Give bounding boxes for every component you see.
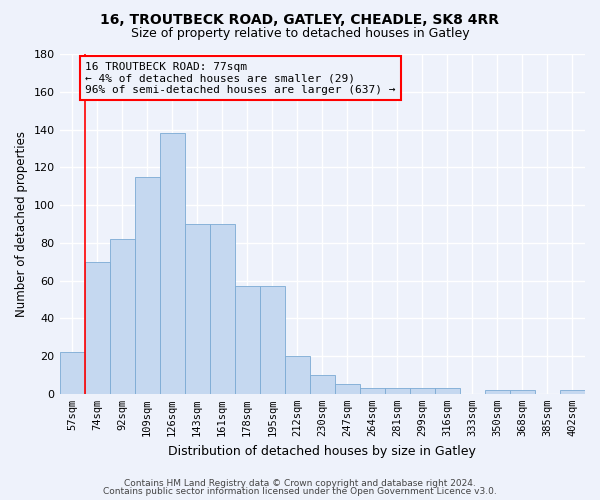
Bar — [235, 286, 260, 394]
Bar — [510, 390, 535, 394]
Bar — [260, 286, 285, 394]
Text: 16 TROUTBECK ROAD: 77sqm
← 4% of detached houses are smaller (29)
96% of semi-de: 16 TROUTBECK ROAD: 77sqm ← 4% of detache… — [85, 62, 395, 95]
Text: 16, TROUTBECK ROAD, GATLEY, CHEADLE, SK8 4RR: 16, TROUTBECK ROAD, GATLEY, CHEADLE, SK8… — [101, 12, 499, 26]
Bar — [185, 224, 209, 394]
Bar — [59, 352, 85, 394]
Bar — [435, 388, 460, 394]
Text: Size of property relative to detached houses in Gatley: Size of property relative to detached ho… — [131, 28, 469, 40]
Bar — [560, 390, 585, 394]
Bar — [85, 262, 110, 394]
Text: Contains public sector information licensed under the Open Government Licence v3: Contains public sector information licen… — [103, 487, 497, 496]
Bar — [160, 134, 185, 394]
X-axis label: Distribution of detached houses by size in Gatley: Distribution of detached houses by size … — [169, 444, 476, 458]
Y-axis label: Number of detached properties: Number of detached properties — [15, 131, 28, 317]
Bar — [335, 384, 360, 394]
Bar — [485, 390, 510, 394]
Bar — [385, 388, 410, 394]
Bar — [209, 224, 235, 394]
Bar — [285, 356, 310, 394]
Text: Contains HM Land Registry data © Crown copyright and database right 2024.: Contains HM Land Registry data © Crown c… — [124, 478, 476, 488]
Bar — [360, 388, 385, 394]
Bar — [310, 375, 335, 394]
Bar — [410, 388, 435, 394]
Bar — [110, 239, 134, 394]
Bar — [134, 176, 160, 394]
